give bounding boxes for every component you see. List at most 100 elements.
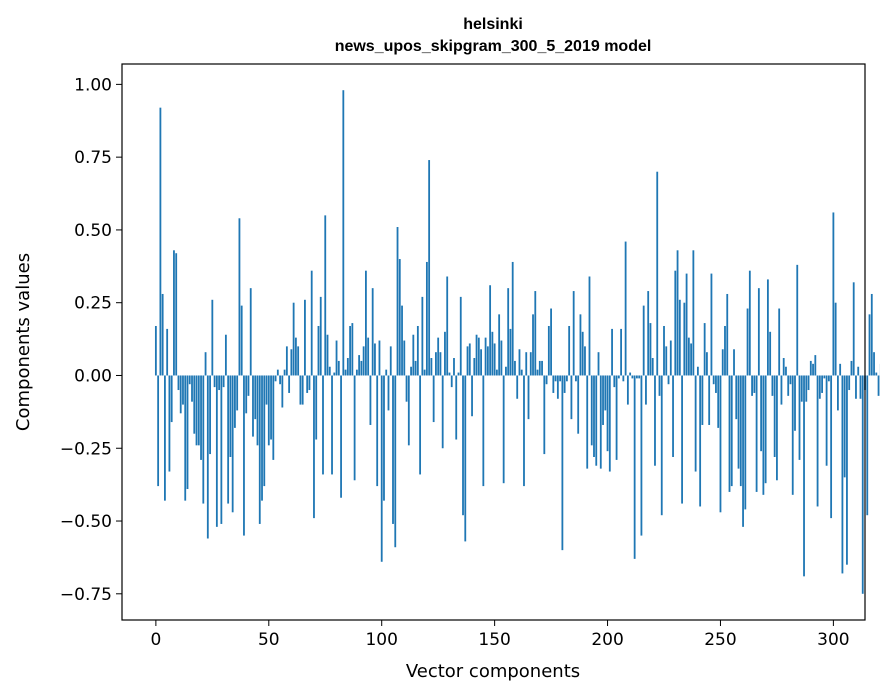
bar-135 [459, 296, 462, 376]
bar-99 [378, 340, 381, 376]
x-axis-label: Vector components [406, 661, 580, 682]
bar-234 [683, 302, 686, 376]
bar-55 [279, 375, 281, 385]
bar-303 [839, 363, 842, 376]
bar-208 [624, 241, 627, 376]
bar-106 [394, 375, 397, 548]
bar-146 [484, 337, 487, 376]
bar-122 [430, 358, 433, 376]
bar-37 [238, 218, 241, 376]
bar-259 [739, 375, 742, 487]
bar-292 [814, 355, 817, 376]
bar-214 [638, 375, 641, 379]
bar-39 [243, 375, 245, 536]
bar-310 [855, 375, 857, 399]
bar-116 [416, 325, 419, 376]
bar-172 [543, 375, 546, 455]
bar-29 [220, 375, 223, 524]
bar-41 [247, 375, 250, 396]
plot-area-frame [121, 63, 866, 621]
bar-291 [812, 363, 814, 376]
bar-255 [730, 375, 733, 487]
bar-228 [669, 340, 672, 376]
bar-57 [283, 369, 286, 376]
bar-313 [861, 375, 864, 594]
bar-188 [579, 314, 582, 376]
bar-279 [785, 366, 787, 376]
bar-136 [462, 375, 464, 516]
bar-189 [581, 331, 584, 376]
bar-65 [301, 375, 304, 405]
bar-72 [317, 325, 320, 376]
x-tick-label: 0 [150, 630, 161, 650]
bar-78 [331, 375, 333, 475]
bar-312 [859, 375, 862, 399]
bar-174 [547, 325, 550, 376]
bar-203 [613, 375, 616, 388]
bar-201 [608, 375, 611, 472]
bar-247 [712, 375, 715, 385]
bar-253 [726, 293, 729, 376]
bar-197 [599, 375, 602, 469]
bar-149 [491, 331, 494, 376]
bar-293 [816, 375, 819, 507]
bar-43 [252, 375, 254, 437]
bar-119 [423, 369, 426, 376]
bar-58 [285, 346, 288, 376]
bar-63 [297, 346, 300, 376]
bar-20 [200, 375, 202, 460]
bar-74 [322, 375, 324, 475]
bar-164 [525, 352, 528, 376]
bar-33 [229, 375, 232, 457]
bar-76 [326, 334, 329, 376]
bar-151 [495, 369, 498, 376]
bar-318 [873, 352, 875, 376]
bar-86 [349, 325, 351, 376]
bar-93 [365, 270, 367, 376]
bar-186 [575, 375, 577, 382]
bar-241 [699, 375, 702, 507]
bar-141 [473, 358, 476, 376]
bar-176 [552, 375, 555, 393]
bar-311 [857, 366, 860, 376]
bar-205 [617, 375, 620, 379]
bar-132 [453, 358, 455, 376]
bar-251 [721, 349, 724, 376]
y-tick-label: 0.25 [74, 294, 112, 314]
bar-294 [818, 375, 821, 399]
bar-89 [355, 369, 358, 376]
bar-233 [681, 375, 683, 504]
bar-59 [288, 375, 291, 393]
bar-40 [245, 375, 248, 414]
x-tick-label: 300 [817, 630, 849, 650]
bar-113 [410, 366, 412, 376]
bar-301 [834, 302, 837, 376]
bar-302 [837, 375, 839, 411]
bar-123 [432, 375, 435, 423]
bar-35 [234, 375, 236, 428]
bar-126 [439, 352, 442, 376]
bar-236 [687, 337, 690, 376]
bar-62 [294, 337, 297, 376]
bar-30 [222, 375, 225, 388]
bar-217 [645, 375, 647, 405]
bar-316 [868, 314, 871, 376]
x-axis-ticks: 0 50 100 150 200 250 300 [150, 620, 850, 650]
bar-246 [710, 273, 713, 376]
bar-25 [211, 299, 214, 376]
bar-73 [319, 296, 322, 376]
bar-200 [606, 375, 609, 452]
bar-49 [265, 375, 268, 405]
bar-14 [186, 375, 189, 490]
bar-210 [629, 372, 632, 376]
bar-192 [588, 276, 591, 376]
bar-31 [224, 334, 227, 376]
bar-285 [798, 375, 801, 460]
bar-245 [708, 375, 711, 425]
bar-75 [324, 215, 327, 376]
bar-26 [213, 375, 216, 388]
bar-175 [550, 308, 552, 376]
bar-182 [565, 375, 568, 382]
bar-87 [351, 323, 354, 376]
y-tick-label: −0.50 [60, 512, 112, 532]
